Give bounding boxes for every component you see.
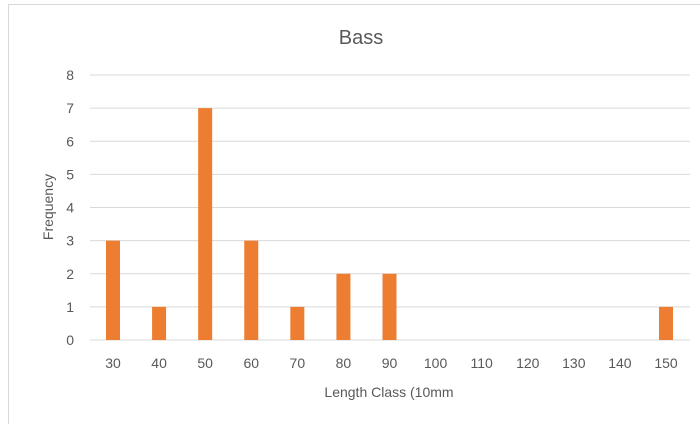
x-tick-label: 90 (382, 355, 398, 371)
chart-title: Bass (339, 27, 383, 49)
x-axis-ticks: 30 40 50 60 70 80 90 100 110 120 130 140 150 (105, 355, 678, 371)
y-tick-label: 8 (66, 67, 74, 83)
y-tick-label: 2 (66, 266, 74, 282)
x-tick-label: 60 (243, 355, 259, 371)
x-tick-label: 150 (654, 355, 678, 371)
y-tick-label: 4 (66, 200, 74, 216)
bar-90 (382, 273, 397, 340)
bar-30 (106, 240, 120, 340)
y-tick-label: 6 (66, 133, 74, 149)
x-tick-label: 140 (608, 355, 632, 371)
y-tick-label: 3 (66, 233, 74, 249)
x-tick-label: 40 (151, 355, 167, 371)
bars (106, 108, 673, 340)
x-tick-label: 110 (471, 355, 494, 371)
x-axis-label: Length Class (10mm (324, 384, 453, 400)
y-tick-label: 1 (66, 299, 74, 315)
x-tick-label: 50 (197, 355, 213, 371)
y-axis-ticks: 0 1 2 3 4 5 6 7 8 (66, 67, 74, 348)
y-tick-label: 7 (66, 100, 74, 116)
bar-50 (198, 108, 213, 340)
y-tick-label: 5 (66, 166, 74, 182)
x-tick-label: 80 (336, 355, 352, 371)
bar-150 (659, 306, 673, 340)
x-tick-label: 70 (290, 355, 306, 371)
chart-frame (8, 4, 700, 424)
y-axis-label: Frequency (40, 174, 56, 240)
x-tick-label: 130 (562, 355, 586, 371)
bar-40 (152, 306, 167, 340)
x-tick-label: 100 (424, 355, 448, 371)
bar-70 (290, 306, 305, 340)
y-tick-label: 0 (66, 332, 74, 348)
x-tick-label: 120 (516, 355, 540, 371)
bar-60 (244, 240, 259, 340)
bar-80 (336, 273, 351, 340)
x-tick-label: 30 (105, 355, 121, 371)
